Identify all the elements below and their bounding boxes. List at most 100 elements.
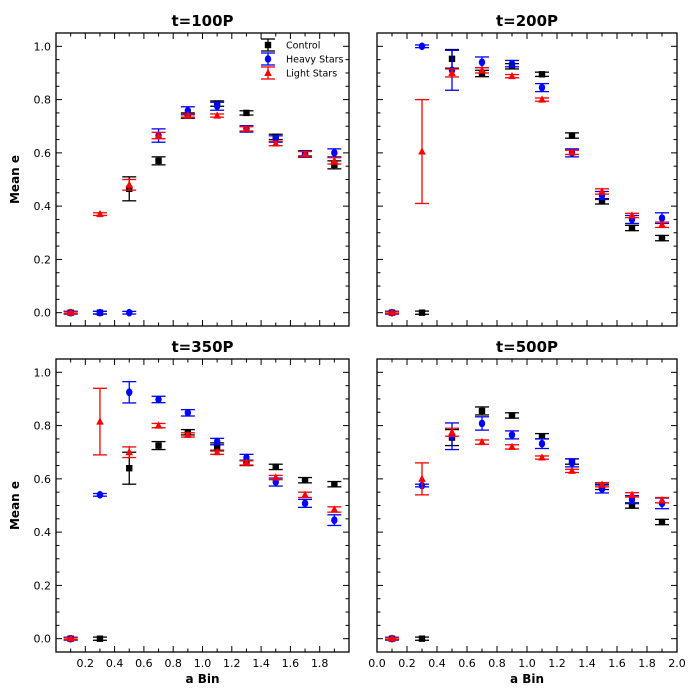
- data-point-light-stars: [125, 448, 134, 456]
- x-tick-label: 1.6: [282, 657, 300, 670]
- panel-title: t=500P: [496, 338, 558, 356]
- y-tick-label: 1.0: [34, 366, 52, 379]
- data-point-light-stars: [154, 131, 163, 139]
- panel-title: t=200P: [496, 12, 558, 30]
- data-point-heavy-stars: [96, 491, 104, 499]
- y-tick-label: 0.8: [34, 94, 52, 107]
- legend-entry-label: Heavy Stars: [286, 55, 344, 66]
- y-tick-label: 0.0: [34, 633, 52, 646]
- data-point-heavy-stars: [538, 83, 546, 92]
- y-tick-label: 0.2: [34, 579, 52, 592]
- data-point-heavy-stars: [478, 58, 486, 67]
- data-point-light-stars: [96, 209, 104, 218]
- panel-title: t=350P: [171, 338, 233, 356]
- series-heavy-stars: [385, 416, 669, 643]
- data-point-control: [418, 309, 426, 316]
- data-point-light-stars: [242, 458, 251, 466]
- series-light-stars: [63, 387, 342, 642]
- y-axis-label: Mean e: [8, 155, 22, 204]
- legend-entry-label: Control: [286, 41, 320, 52]
- x-tick-label: 1.0: [518, 657, 536, 670]
- data-point-heavy-stars: [96, 308, 104, 317]
- data-point-control: [628, 224, 636, 232]
- data-point-light-stars: [125, 180, 134, 188]
- data-point-heavy-stars: [331, 149, 338, 157]
- x-axis-label: a Bin: [185, 672, 219, 686]
- data-point-heavy-stars: [184, 106, 192, 115]
- data-point-control: [598, 198, 606, 205]
- data-point-light-stars: [478, 66, 486, 74]
- y-tick-label: 0.6: [34, 147, 52, 160]
- data-point-light-stars: [598, 480, 606, 488]
- data-point-control: [628, 502, 636, 509]
- series-light-stars: [63, 111, 342, 316]
- data-point-light-stars: [568, 148, 576, 156]
- data-point-heavy-stars: [418, 42, 426, 51]
- series-light-stars: [385, 66, 669, 316]
- data-point-heavy-stars: [243, 453, 250, 462]
- data-point-light-stars: [388, 308, 396, 316]
- data-point-control: [126, 465, 133, 472]
- data-point-light-stars: [508, 71, 516, 80]
- data-point-light-stars: [301, 490, 309, 498]
- data-point-heavy-stars: [126, 388, 133, 397]
- data-point-light-stars: [538, 453, 546, 461]
- series-heavy-stars: [385, 42, 669, 317]
- data-point-light-stars: [96, 417, 104, 425]
- data-point-light-stars: [184, 111, 192, 119]
- data-point-light-stars: [508, 442, 516, 450]
- data-point-control: [301, 476, 309, 484]
- data-point-heavy-stars: [568, 459, 576, 467]
- data-point-light-stars: [213, 111, 221, 119]
- data-point-heavy-stars: [538, 439, 546, 448]
- series-light-stars: [385, 427, 669, 642]
- legend-marker-control: [264, 41, 272, 49]
- panel-title: t=100P: [171, 12, 233, 30]
- y-tick-label: 0.0: [34, 307, 52, 320]
- series-control: [63, 428, 342, 642]
- data-point-light-stars: [330, 505, 339, 513]
- data-point-light-stars: [154, 421, 163, 429]
- data-point-light-stars: [301, 149, 309, 158]
- x-tick-label: 0.0: [368, 657, 386, 670]
- series-control: [385, 406, 669, 642]
- data-point-light-stars: [271, 139, 280, 147]
- x-tick-label: 1.4: [252, 657, 270, 670]
- data-point-light-stars: [598, 187, 606, 195]
- legend-marker-light-stars: [264, 68, 272, 76]
- data-point-control: [538, 71, 546, 78]
- series-control: [385, 48, 669, 316]
- y-tick-label: 1.0: [34, 40, 52, 53]
- x-tick-label: 1.6: [608, 657, 626, 670]
- panel-2: t=200P: [376, 12, 678, 327]
- data-point-control: [478, 407, 486, 415]
- legend-marker-heavy-stars: [264, 55, 272, 63]
- x-tick-label: 0.8: [164, 657, 182, 670]
- data-point-light-stars: [388, 634, 396, 642]
- data-point-light-stars: [66, 634, 75, 642]
- data-point-light-stars: [271, 473, 280, 481]
- series-control: [63, 100, 342, 316]
- y-tick-label: 0.4: [34, 200, 52, 213]
- y-tick-label: 0.8: [34, 420, 52, 433]
- x-tick-label: 1.8: [638, 657, 656, 670]
- x-tick-label: 1.2: [548, 657, 566, 670]
- data-point-light-stars: [418, 474, 426, 482]
- series-heavy-stars: [63, 101, 342, 317]
- x-tick-label: 1.2: [223, 657, 241, 670]
- x-tick-label: 0.6: [458, 657, 476, 670]
- data-point-control: [213, 443, 221, 451]
- y-tick-label: 0.6: [34, 473, 52, 486]
- x-tick-label: 0.2: [77, 657, 95, 670]
- data-point-control: [331, 480, 338, 488]
- y-tick-label: 0.4: [34, 526, 52, 539]
- data-point-light-stars: [658, 220, 666, 228]
- y-axis-label: Mean e: [8, 481, 22, 530]
- data-point-light-stars: [478, 437, 486, 446]
- x-tick-label: 1.0: [194, 657, 212, 670]
- data-point-light-stars: [242, 124, 251, 132]
- data-point-heavy-stars: [331, 516, 338, 524]
- data-point-heavy-stars: [213, 102, 221, 111]
- data-point-heavy-stars: [301, 499, 309, 508]
